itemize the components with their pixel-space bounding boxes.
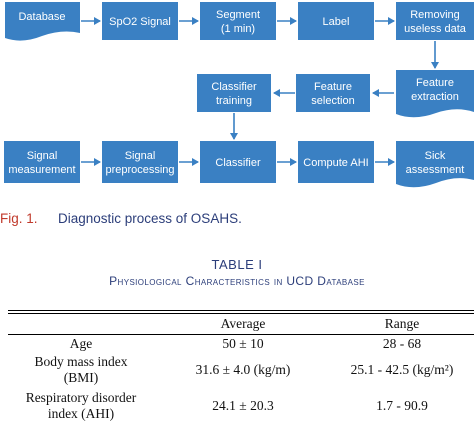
node-spo2-signal: SpO2 Signal	[102, 2, 178, 40]
node-signal-measurement: Signal measurement	[4, 141, 80, 183]
node-removing-useless-data: Removing useless data	[396, 2, 474, 40]
node-database: Database	[5, 2, 80, 41]
node-segment: Segment (1 min)	[200, 2, 276, 40]
osahs-process-diagram: Database SpO2 Signal Segment (1 min) Lab…	[4, 2, 474, 188]
table-top-rule	[8, 310, 474, 311]
node-signal-measurement-label-1: Signal	[27, 150, 58, 162]
table-row-age-average: 50 ± 10	[222, 336, 264, 351]
node-feature-extraction: Feature extraction	[396, 70, 474, 118]
node-feature-selection-label-1: Feature	[314, 81, 352, 93]
node-feature-selection-label-2: selection	[311, 95, 354, 107]
figure-caption: Fig. 1. Diagnostic process of OSAHS.	[0, 211, 242, 226]
table-row-bmi-name-1: Body mass index	[34, 354, 128, 369]
node-sick-label-1: Sick	[425, 150, 446, 162]
node-signal-preprocessing-label-1: Signal	[125, 150, 156, 162]
table-title: Physiological Characteristics in UCD Dat…	[109, 274, 365, 288]
node-database-label: Database	[18, 11, 65, 23]
node-segment-label-2: (1 min)	[221, 23, 255, 35]
node-signal-preprocessing: Signal preprocessing	[102, 141, 178, 183]
node-segment-label-1: Segment	[216, 9, 260, 21]
table-header-average: Average	[220, 316, 266, 331]
table-header-range: Range	[384, 316, 420, 331]
table-row-ahi-range: 1.7 - 90.9	[376, 398, 428, 413]
table-header-rule	[8, 334, 474, 335]
table-row-ahi-name-2: index (AHI)	[47, 406, 115, 421]
node-feature-extraction-label-2: extraction	[411, 91, 459, 103]
table-row-age-name: Age	[69, 336, 93, 351]
node-removing-label-2: useless data	[404, 23, 467, 35]
table-row-age-range: 28 - 68	[382, 336, 422, 351]
table-number: TABLE I	[211, 257, 263, 272]
table-row-bmi-average: 31.6 ± 4.0 (kg/m)	[195, 362, 291, 377]
node-removing-label-1: Removing	[410, 9, 460, 21]
node-label-label: Label	[323, 16, 350, 28]
node-classifier-training: Classifier training	[197, 74, 271, 112]
table-row-ahi-name-1: Respiratory disorder	[25, 390, 137, 405]
node-signal-preprocessing-label-2: preprocessing	[105, 164, 174, 176]
node-compute-ahi-label: Compute AHI	[303, 157, 368, 169]
node-classifier: Classifier	[200, 141, 276, 183]
figure-caption-label: Fig. 1.	[0, 211, 38, 226]
node-classifier-training-label-1: Classifier	[211, 81, 257, 93]
node-sick-label-2: assessment	[406, 164, 465, 176]
node-classifier-training-label-2: training	[216, 95, 252, 107]
table-top-rule-double	[8, 313, 474, 314]
node-signal-measurement-label-2: measurement	[8, 164, 75, 176]
node-feature-extraction-label-1: Feature	[416, 77, 454, 89]
node-feature-selection: Feature selection	[296, 74, 370, 112]
table-row-ahi-average: 24.1 ± 20.3	[212, 398, 274, 413]
node-spo2-label: SpO2 Signal	[109, 16, 171, 28]
table-row-bmi-name-2: (BMI)	[63, 370, 99, 385]
table-row-bmi-range: 25.1 - 42.5 (kg/m²)	[350, 362, 454, 377]
node-classifier-label: Classifier	[215, 157, 261, 169]
node-compute-ahi: Compute AHI	[298, 141, 374, 183]
node-label: Label	[298, 2, 374, 40]
node-sick-assessment: Sick assessment	[396, 141, 474, 188]
figure-caption-text: Diagnostic process of OSAHS.	[58, 211, 242, 226]
